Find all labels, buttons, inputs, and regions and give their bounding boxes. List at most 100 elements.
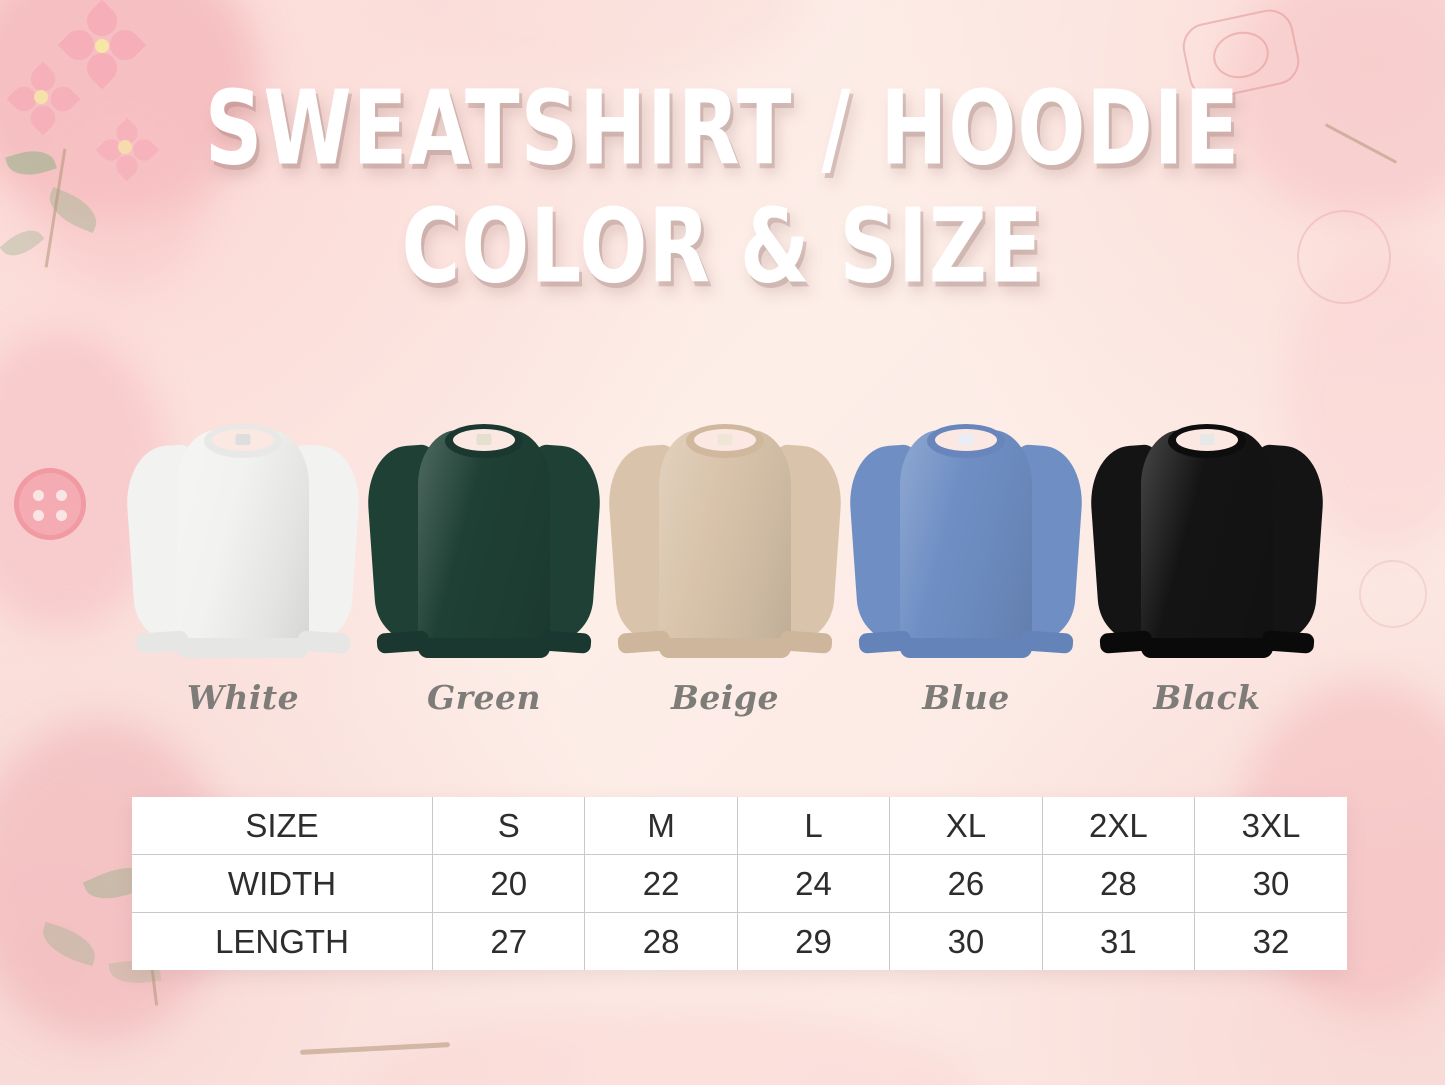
cell-width-m: 22: [584, 854, 738, 913]
shirt-hem: [177, 638, 309, 658]
flower-center: [34, 90, 48, 104]
product-item[interactable]: Green: [364, 408, 604, 717]
table-row-width: WIDTH 20 22 24 26 28 30: [132, 854, 1347, 913]
shirt-cuff-right: [779, 630, 833, 654]
leaf-icon: [37, 921, 101, 967]
size-table: SIZE S M L XL 2XL 3XL WIDTH 20 22 24 26 …: [132, 797, 1347, 970]
shirt-cuff-left: [1099, 630, 1153, 654]
shirt-cuff-right: [538, 630, 592, 654]
shirt-shading: [659, 430, 791, 658]
cell-width-2xl: 28: [1041, 854, 1196, 913]
sweatshirt-icon: [846, 408, 1086, 666]
cell-width-xl: 26: [889, 854, 1043, 913]
cell-length-l: 29: [736, 912, 891, 970]
product-color-row: White Green: [123, 408, 1327, 717]
shirt-hem: [659, 638, 791, 658]
flower-center: [95, 39, 109, 53]
cell-size-l: L: [736, 797, 891, 855]
cell-length-xl: 30: [889, 912, 1043, 970]
product-item[interactable]: Black: [1087, 408, 1327, 717]
flower-center: [118, 140, 132, 154]
cell-length-s: 27: [431, 912, 586, 970]
shirt-hem: [1141, 638, 1273, 658]
shirt-shading: [418, 430, 550, 658]
watercolor-blob: [0, 0, 260, 220]
flower-petal: [25, 100, 61, 136]
flower-petal: [45, 81, 81, 117]
shirt-body: [900, 430, 1032, 658]
twig-icon: [44, 148, 67, 268]
cell-width-l: 24: [736, 854, 891, 913]
shirt-shading: [900, 430, 1032, 658]
flower-petal: [111, 150, 143, 182]
cell-length-2xl: 31: [1041, 912, 1196, 970]
flower-icon: [95, 117, 160, 182]
shirt-cuff-left: [617, 630, 671, 654]
cell-size-3xl: 3XL: [1194, 797, 1347, 855]
row-header-size: SIZE: [132, 797, 433, 855]
row-header-length: LENGTH: [132, 912, 433, 970]
table-row-size: SIZE S M L XL 2XL 3XL: [132, 797, 1347, 855]
flower-petal: [6, 81, 42, 117]
color-label-beige: Beige: [671, 678, 779, 717]
flower-petal: [103, 23, 147, 67]
flower-petal: [111, 117, 143, 149]
color-label-white: White: [186, 678, 300, 717]
flower-petal: [95, 134, 127, 166]
shirt-tag: [1199, 434, 1215, 445]
cell-size-s: S: [431, 797, 586, 855]
button-icon: [14, 468, 86, 540]
title-line-1: SWEATSHIRT / HOODIE: [204, 68, 1241, 188]
leaf-icon: [42, 186, 104, 234]
product-item[interactable]: Blue: [846, 408, 1086, 717]
flower-petal: [80, 46, 124, 90]
ring-decoration-icon: [1297, 210, 1391, 304]
color-label-black: Black: [1153, 678, 1261, 717]
shirt-tag: [235, 434, 251, 445]
leaf-icon: [0, 221, 45, 265]
watercolor-blob: [380, 0, 800, 80]
shirt-hem: [900, 638, 1032, 658]
color-label-green: Green: [426, 678, 542, 717]
cell-size-2xl: 2XL: [1041, 797, 1196, 855]
shirt-body: [177, 430, 309, 658]
shirt-tag: [717, 434, 733, 445]
shirt-body: [1141, 430, 1273, 658]
shirt-cuff-right: [1261, 630, 1315, 654]
shirt-tag: [476, 434, 492, 445]
ring-decoration-icon: [1208, 26, 1274, 84]
shirt-shading: [1141, 430, 1273, 658]
product-item[interactable]: Beige: [605, 408, 845, 717]
shirt-tag: [958, 434, 974, 445]
cell-width-3xl: 30: [1194, 854, 1347, 913]
sweatshirt-icon: [1087, 408, 1327, 666]
shirt-body: [418, 430, 550, 658]
flower-icon: [57, 0, 147, 90]
shirt-body: [659, 430, 791, 658]
shirt-hem: [418, 638, 550, 658]
leaf-icon: [5, 143, 57, 183]
sweatshirt-icon: [605, 408, 845, 666]
cell-size-m: M: [584, 797, 738, 855]
watercolor-blob: [360, 1005, 980, 1085]
watercolor-blob: [1225, 0, 1445, 220]
twig-icon: [299, 1042, 451, 1055]
shirt-cuff-left: [858, 630, 912, 654]
needle-icon: [1324, 123, 1398, 164]
cell-length-3xl: 32: [1194, 912, 1347, 970]
shirt-cuff-left: [376, 630, 430, 654]
shirt-cuff-left: [135, 630, 189, 654]
cell-width-s: 20: [431, 854, 586, 913]
ring-decoration-icon: [1178, 5, 1304, 103]
watercolor-blob: [30, 90, 210, 290]
sweatshirt-icon: [364, 408, 604, 666]
ring-decoration-icon: [1359, 560, 1427, 628]
shirt-shading: [177, 430, 309, 658]
flower-petal: [25, 61, 61, 97]
poster-title: SWEATSHIRT / HOODIE COLOR & SIZE: [0, 77, 1445, 296]
product-item[interactable]: White: [123, 408, 363, 717]
row-header-width: WIDTH: [132, 854, 433, 913]
flower-petal: [80, 0, 124, 43]
table-row-length: LENGTH 27 28 29 30 31 32: [132, 912, 1347, 970]
